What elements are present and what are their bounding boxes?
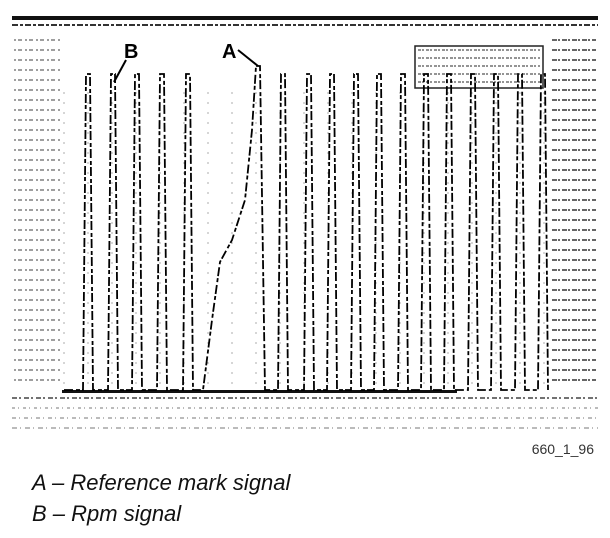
legend-item-a: A – Reference mark signal: [32, 470, 291, 495]
oscilloscope-trace: B A: [12, 16, 598, 429]
graticule: [14, 39, 596, 390]
marker-b-label: B: [124, 41, 138, 63]
marker-a-label: A: [222, 41, 236, 63]
marker-a-leader: [237, 49, 259, 67]
marker-b: B: [113, 41, 138, 83]
signal-trace: [64, 65, 549, 391]
pulse-trace: [64, 65, 549, 391]
marker-b-leader: [113, 59, 127, 83]
marker-a: A: [222, 41, 259, 67]
legend-item-b: B – Rpm signal: [32, 501, 182, 526]
figure-id: 660_1_96: [531, 441, 594, 457]
screen-frame: [12, 16, 598, 429]
top-border: [12, 16, 598, 20]
info-box: [414, 45, 544, 89]
baseline: [62, 390, 457, 393]
